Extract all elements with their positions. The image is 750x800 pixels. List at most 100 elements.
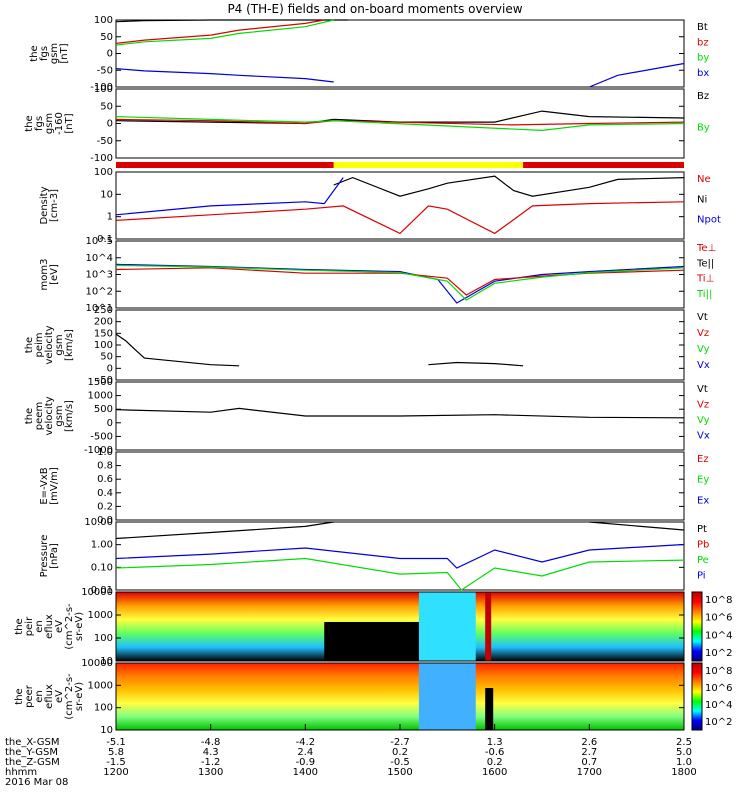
xaxis-value: 1700 <box>577 767 602 778</box>
xaxis-row-label: the_X-GSM <box>5 737 59 748</box>
peim-velocity-ytick: -50 <box>97 375 113 386</box>
peem-velocity-ytick: 1000 <box>88 391 113 402</box>
fgs-legend-bx: bx <box>697 68 709 79</box>
xaxis-value: 1200 <box>103 767 128 778</box>
date-label: 2016 Mar 08 <box>5 777 68 788</box>
xaxis-value: -4.2 <box>296 737 316 748</box>
xaxis-value: 5.0 <box>676 747 692 758</box>
peim-velocity-legend-Vt: Vt <box>697 312 708 323</box>
peer-spectrogram <box>116 663 684 730</box>
fgs-dsl-legend-Bz: Bz <box>697 91 709 102</box>
fgs-dsl-ytick: -50 <box>97 136 113 147</box>
efield-ytick: 0.8 <box>97 461 113 472</box>
peim-velocity-ytick: 50 <box>100 352 113 363</box>
panel-peer: thepeerenefluxeV(cm^2-s-sr-eV) <box>14 662 703 731</box>
efield-ytick: 0.4 <box>97 488 113 499</box>
fgs-dsl-ylabel: thefgsgsm-160[nT] <box>24 112 75 135</box>
peir-colorbar-tick: 10^4 <box>705 630 732 641</box>
density-legend-Npot: Npot <box>697 215 721 226</box>
efield-ytick: 0.2 <box>97 501 113 512</box>
xaxis-value: 1300 <box>198 767 223 778</box>
peir-colorbar-tick: 10^8 <box>705 595 732 606</box>
temperature-ylabel: mom3[eV] <box>39 259 60 291</box>
density-ytick: 1 <box>107 212 113 223</box>
fgs-series-by <box>115 19 334 46</box>
xaxis-row-label: the_Y-GSM <box>5 747 58 758</box>
xaxis-value: 1800 <box>671 767 696 778</box>
fgs-dsl-series-By <box>115 116 685 132</box>
peem-velocity-legend-Vy: Vy <box>697 415 710 426</box>
peim-velocity-ytick: 150 <box>94 328 113 339</box>
pressure-series-Pt <box>115 521 334 540</box>
panel-temperature: mom3[eV] <box>39 240 685 309</box>
peer-ytick: 1000 <box>88 680 113 691</box>
temperature-series-Ti|| <box>115 264 685 301</box>
fgs-ylabel: thefgsgsm[nT] <box>29 43 70 64</box>
efield-ytick: 0.6 <box>97 474 113 485</box>
efield-legend-Ex: Ex <box>697 495 709 506</box>
pressure-series-Pe <box>115 557 685 591</box>
peim-velocity-legend-Vy: Vy <box>697 344 710 355</box>
peem-velocity-legend-Vz: Vz <box>697 400 709 411</box>
xaxis-value: 1.3 <box>487 737 503 748</box>
peem-velocity-series-Vt <box>115 407 685 419</box>
fgs-legend-by: by <box>697 53 709 64</box>
temperature-legend-Ti||: Ti|| <box>696 289 712 300</box>
fgs-series-bx2 <box>589 62 685 88</box>
peim-velocity-ytick: 250 <box>94 305 113 316</box>
fgs-ytick: 0 <box>107 49 113 60</box>
density-legend-Ne: Ne <box>697 174 711 185</box>
fgs-dsl-ytick: 50 <box>100 101 113 112</box>
fgs-series-bz <box>115 19 325 44</box>
xaxis-value: 1.0 <box>676 757 692 768</box>
temperature-ytick: 10^2 <box>86 286 113 297</box>
pressure-legend-Pt: Pt <box>697 524 707 535</box>
xaxis-value: -0.5 <box>390 757 410 768</box>
temperature-ytick: 10^1 <box>86 303 113 314</box>
density-legend-Ni: Ni <box>697 194 707 205</box>
chart-title: P4 (TH-E) fields and on-board moments ov… <box>227 2 523 16</box>
temperature-ytick: 10^4 <box>86 253 113 264</box>
peim-velocity-ytick: 100 <box>94 340 113 351</box>
pressure-ytick: 0.10 <box>91 562 113 573</box>
panel-fgs: thefgsgsm[nT] <box>29 19 685 88</box>
xaxis-value: 2.4 <box>297 747 313 758</box>
xaxis-value: 1400 <box>293 767 318 778</box>
peem-velocity-ytick: 0 <box>107 418 113 429</box>
peem-velocity-ytick: 1500 <box>88 377 113 388</box>
pressure-frame <box>115 521 685 591</box>
peer-ylabel: thepeerenefluxeV(cm^2-s-sr-eV) <box>14 673 85 720</box>
peir-ytick: 100 <box>94 633 113 644</box>
density-series-Ni <box>333 175 685 197</box>
fgs-legend-Bt: Bt <box>697 22 708 33</box>
peer-blue-band <box>418 663 476 730</box>
peem-velocity-legend-Vt: Vt <box>697 384 708 395</box>
peim-velocity-series-Vt2 <box>428 361 524 367</box>
peir-ytick: 10 <box>100 656 113 667</box>
peer-dark-stripe <box>485 688 494 730</box>
pressure-ytick: 1.00 <box>91 540 113 551</box>
pressure-series-Pt2 <box>589 521 685 531</box>
peir-ytick: 1000 <box>88 610 113 621</box>
peem-velocity-ytick: 500 <box>94 404 113 415</box>
peer-colorbar-tick: 10^6 <box>705 683 732 694</box>
xaxis-row-label: the_Z-GSM <box>5 757 60 768</box>
peem-velocity-ylabel: thepeemvelocitygsm[km/s] <box>24 396 75 435</box>
peim-velocity-legend-Vz: Vz <box>697 328 709 339</box>
fgs-dsl-legend-By: By <box>697 123 710 134</box>
fgs-legend-bz: bz <box>697 37 709 48</box>
mode-bar-yellow <box>333 162 524 168</box>
peer-colorbar-tick: 10^8 <box>705 666 732 677</box>
mode-bar-red-2 <box>523 162 684 168</box>
xaxis-value: 2.6 <box>581 737 597 748</box>
xaxis-value: 5.8 <box>108 747 124 758</box>
xaxis-value: -4.8 <box>201 737 221 748</box>
temperature-legend-Ti⊥: Ti⊥ <box>696 274 714 285</box>
temperature-legend-Te⊥: Te⊥ <box>696 243 716 254</box>
peir-ytick: 10000 <box>81 587 113 598</box>
peir-ylabel: thepeirenefluxeV(cm^2-s-sr-eV) <box>14 603 85 650</box>
temperature-ytick: 10^3 <box>86 270 113 281</box>
peim-velocity-legend-Vx: Vx <box>697 360 710 371</box>
efield-ytick: 1.0 <box>97 447 113 458</box>
